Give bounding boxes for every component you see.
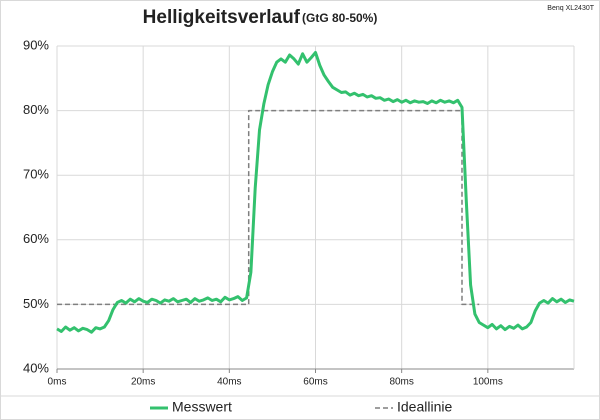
- x-tick-label: 20ms: [131, 377, 155, 388]
- legend-label: Messwert: [172, 399, 232, 415]
- y-tick-label: 50%: [23, 296, 49, 311]
- y-tick-label: 90%: [23, 37, 49, 52]
- chart-subtitle: (GtG 80-50%): [302, 11, 377, 25]
- series-line: [56, 51, 575, 334]
- x-tick-label: 100ms: [473, 377, 503, 388]
- y-tick-label: 70%: [23, 167, 49, 182]
- legend-label: Ideallinie: [397, 399, 452, 415]
- y-tick-label: 80%: [23, 102, 49, 117]
- x-tick-label: 60ms: [303, 377, 327, 388]
- y-tick-label: 40%: [23, 360, 49, 375]
- series-line: [57, 109, 480, 306]
- x-tick-label: 40ms: [217, 377, 241, 388]
- x-tick-label: 80ms: [389, 377, 413, 388]
- x-tick-label: 0ms: [48, 377, 67, 388]
- annotation: Benq XL2430T: [547, 5, 594, 12]
- chart-title: Helligkeitsverlauf: [143, 7, 301, 28]
- y-tick-label: 60%: [23, 231, 49, 246]
